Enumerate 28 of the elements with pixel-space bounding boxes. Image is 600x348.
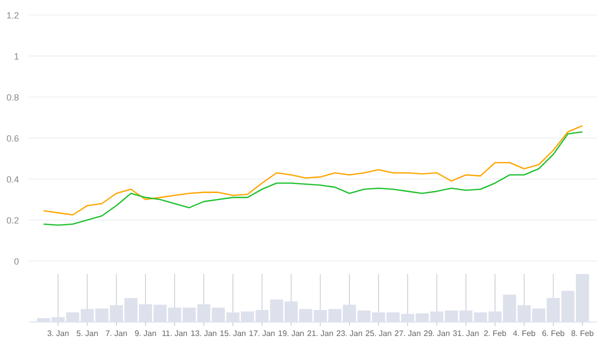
x-tick-label: 9. Jan <box>134 329 156 338</box>
x-tick-label: 19. Jan <box>278 329 304 338</box>
y-tick-label: 1.2 <box>6 10 19 20</box>
x-tick-label: 17. Jan <box>248 329 276 338</box>
y-tick-label: 0.6 <box>6 134 19 144</box>
x-tick-label: 15. Jan <box>220 329 246 338</box>
y-tick-label: 0 <box>14 256 19 266</box>
x-tick-label: 13. Jan <box>190 329 217 338</box>
x-tick-label: 6. Feb <box>542 329 566 338</box>
y-tick-label: 0.4 <box>6 174 19 184</box>
x-tick-label: 7. Jan <box>105 329 128 338</box>
x-tick-label: 3. Jan <box>47 329 70 338</box>
x-tick-label: 8. Feb <box>571 329 594 338</box>
x-tick-label: 31. Jan <box>452 329 480 338</box>
y-tick-label: 1 <box>14 52 19 62</box>
x-tick-label: 27. Jan <box>394 329 421 338</box>
x-tick-label: 25. Jan <box>365 329 392 338</box>
x-tick-label: 21. Jan <box>307 329 334 338</box>
x-tick-label: 29. Jan <box>424 329 450 338</box>
y-tick-label: 0.2 <box>6 216 19 226</box>
x-tick-label: 23. Jan <box>336 329 363 338</box>
y-tick-label: 0.8 <box>6 92 19 102</box>
x-tick-label: 5. Jan <box>76 329 98 338</box>
x-tick-label: 2. Feb <box>484 329 507 338</box>
line-series <box>42 131 584 226</box>
line-series <box>42 125 584 216</box>
x-tick-label: 4. Feb <box>512 329 536 338</box>
x-tick-label: 11. Jan <box>162 329 188 338</box>
